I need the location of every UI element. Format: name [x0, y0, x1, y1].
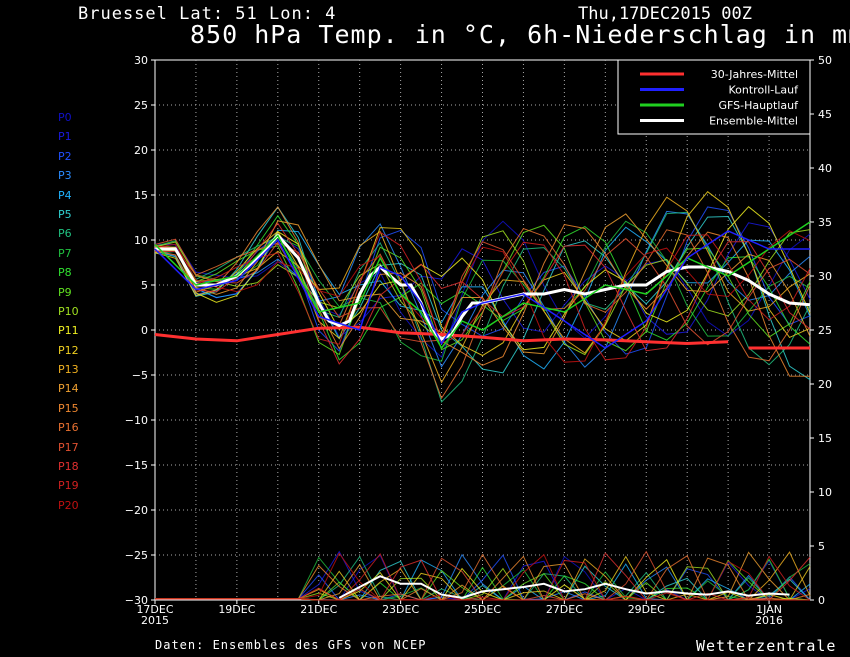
member-label-p4: P4	[58, 188, 72, 202]
member-label-p7: P7	[58, 246, 72, 260]
y-right-tick-label: 5	[818, 540, 825, 553]
member-line-p18	[154, 222, 811, 365]
brand-label: Wetterzentrale	[696, 637, 837, 655]
legend-label: 30-Jahres-Mittel	[711, 68, 798, 81]
legend-label: GFS-Hauptlauf	[718, 99, 799, 112]
member-line-p17	[154, 237, 811, 346]
member-label-p0: P0	[58, 111, 72, 124]
chart-title: 850 hPa Temp. in °C, 6h-Niederschlag in …	[190, 20, 850, 49]
data-credit: Daten: Ensembles des GFS von NCEP	[155, 638, 427, 652]
y-left-tick-label: 15	[134, 189, 148, 202]
y-right-tick-label: 20	[818, 378, 832, 391]
x-tick-label: 25DEC	[464, 603, 501, 616]
x-tick-label: 1JAN	[756, 603, 782, 616]
y-left-tick-label: 10	[134, 234, 148, 247]
member-label-p11: P11	[58, 324, 79, 338]
y-right-tick-label: 35	[818, 216, 832, 229]
y-left-tick-label: 5	[141, 279, 148, 292]
member-label-p9: P9	[58, 285, 72, 299]
x-tick-label: 19DEC	[218, 603, 255, 616]
member-label-p10: P10	[58, 304, 79, 318]
location-label: Bruessel Lat: 51 Lon: 4	[78, 4, 337, 24]
member-label-p13: P13	[58, 363, 79, 377]
y-right-tick-label: 45	[818, 108, 832, 121]
series-line-gfs-hauptlauf	[154, 221, 811, 350]
precip-mean-line	[338, 575, 790, 599]
x-tick-label: 2015	[141, 614, 169, 627]
run-datetime: Thu,17DEC2015 00Z	[578, 4, 752, 24]
series-line-30-jahres-mittel	[154, 325, 729, 346]
member-line-p20	[154, 230, 811, 363]
y-left-tick-label: 0	[141, 324, 148, 337]
member-line-p5	[154, 206, 811, 381]
y-left-tick-label: 30	[134, 54, 148, 67]
y-right-tick-label: 10	[818, 486, 832, 499]
member-line-p19	[154, 231, 811, 361]
member-label-p19: P19	[58, 479, 79, 493]
member-line-p16	[154, 227, 811, 400]
x-tick-label: 29DEC	[628, 603, 665, 616]
y-left-tick-label: −10	[125, 414, 148, 427]
x-tick-label: 17DEC	[136, 603, 173, 616]
member-label-p18: P18	[58, 460, 79, 474]
member-label-p1: P1	[58, 130, 72, 144]
y-left-tick-label: −20	[125, 504, 148, 517]
member-label-p20: P20	[58, 498, 79, 512]
x-tick-label: 27DEC	[546, 603, 583, 616]
y-right-tick-label: 25	[818, 324, 832, 337]
x-tick-label: 23DEC	[382, 603, 419, 616]
member-label-p17: P17	[58, 440, 79, 454]
y-right-tick-label: 0	[818, 594, 825, 607]
y-right-tick-label: 30	[818, 270, 832, 283]
member-list: P0 P1 P2 P3 P4 P5 P6 P7 P8 P9 P10 P11 P12 P13 P14 P15 P1…	[58, 108, 79, 515]
y-left-tick-label: −30	[125, 594, 148, 607]
member-line-p15	[154, 206, 811, 377]
member-label-p15: P15	[58, 401, 79, 415]
y-right-tick-label: 15	[818, 432, 832, 445]
member-label-p8: P8	[58, 266, 72, 280]
y-left-tick-label: −5	[132, 369, 148, 382]
member-label-p5: P5	[58, 207, 72, 221]
member-label-p3: P3	[58, 169, 72, 183]
member-label-p6: P6	[58, 227, 72, 241]
member-label-p12: P12	[58, 343, 79, 357]
member-line-p13	[154, 196, 811, 384]
x-tick-label: 2016	[755, 614, 783, 627]
y-right-tick-label: 50	[818, 54, 832, 67]
y-right-tick-label: 40	[818, 162, 832, 175]
member-label-p14: P14	[58, 382, 79, 396]
y-left-tick-label: −25	[125, 549, 148, 562]
member-precip-p20	[155, 552, 810, 601]
member-line-p12	[154, 191, 811, 357]
y-left-tick-label: −15	[125, 459, 148, 472]
series-line-kontroll-lauf	[154, 230, 810, 349]
member-label-p2: P2	[58, 149, 72, 163]
legend-label: Ensemble-Mittel	[709, 115, 798, 128]
y-left-tick-label: 25	[134, 99, 148, 112]
member-label-p16: P16	[58, 421, 79, 435]
x-tick-label: 21DEC	[300, 603, 337, 616]
y-left-tick-label: 20	[134, 144, 148, 157]
legend-label: Kontroll-Lauf	[729, 84, 800, 97]
